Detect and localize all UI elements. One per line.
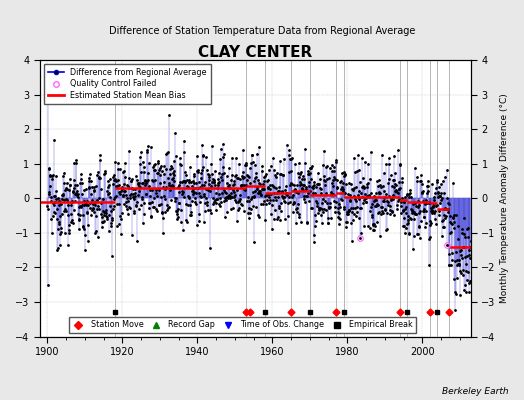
Y-axis label: Monthly Temperature Anomaly Difference (°C): Monthly Temperature Anomaly Difference (…	[500, 94, 509, 303]
Title: CLAY CENTER: CLAY CENTER	[198, 45, 312, 60]
Text: Berkeley Earth: Berkeley Earth	[442, 387, 508, 396]
Text: Difference of Station Temperature Data from Regional Average: Difference of Station Temperature Data f…	[109, 26, 415, 36]
Legend: Station Move, Record Gap, Time of Obs. Change, Empirical Break: Station Move, Record Gap, Time of Obs. C…	[69, 317, 416, 332]
